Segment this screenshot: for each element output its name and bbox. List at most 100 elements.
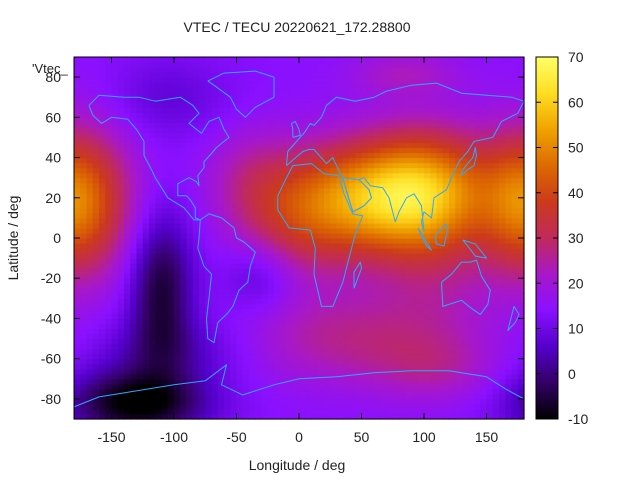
heatmap-cell	[136, 313, 144, 320]
heatmap-cell	[224, 137, 231, 144]
heatmap-cell	[380, 197, 388, 204]
heatmap-cell	[274, 107, 281, 113]
heatmap-cell	[324, 217, 331, 224]
heatmap-cell	[305, 283, 313, 289]
heatmap-cell	[417, 333, 425, 340]
heatmap-cell	[305, 182, 313, 189]
heatmap-cell	[249, 353, 256, 360]
heatmap-cell	[374, 253, 381, 259]
heatmap-cell	[105, 87, 113, 93]
heatmap-cell	[180, 207, 188, 214]
heatmap-cell	[211, 308, 219, 315]
heatmap-cell	[117, 137, 125, 144]
heatmap-cell	[467, 348, 475, 355]
heatmap-cell	[355, 373, 363, 380]
heatmap-cell	[411, 263, 419, 269]
heatmap-cell	[505, 403, 513, 410]
heatmap-cell	[486, 373, 494, 380]
heatmap-cell	[342, 283, 350, 289]
heatmap-cell	[505, 348, 513, 355]
heatmap-cell	[217, 373, 225, 380]
heatmap-cell	[467, 137, 475, 144]
heatmap-cell	[286, 67, 294, 73]
heatmap-cell	[280, 273, 288, 279]
heatmap-cell	[280, 353, 288, 360]
heatmap-cell	[274, 403, 281, 410]
heatmap-cell	[261, 373, 269, 380]
heatmap-cell	[211, 323, 219, 330]
heatmap-cell	[249, 288, 256, 294]
heatmap-cell	[424, 82, 431, 88]
heatmap-cell	[455, 157, 463, 164]
heatmap-cell	[361, 338, 369, 345]
heatmap-cell	[299, 127, 306, 134]
heatmap-cell	[349, 313, 356, 320]
heatmap-cell	[230, 192, 238, 199]
heatmap-cell	[149, 187, 156, 194]
heatmap-cell	[86, 283, 94, 289]
heatmap-cell	[224, 127, 231, 134]
heatmap-cell	[392, 127, 400, 134]
heatmap-cell	[299, 343, 306, 350]
heatmap-cell	[461, 147, 469, 154]
heatmap-cell	[142, 323, 150, 330]
heatmap-cell	[299, 167, 306, 174]
heatmap-cell	[174, 117, 181, 123]
heatmap-cell	[167, 202, 175, 209]
heatmap-cell	[355, 288, 363, 294]
heatmap-cell	[405, 338, 413, 345]
heatmap-cell	[149, 373, 156, 380]
heatmap-cell	[217, 328, 225, 335]
heatmap-cell	[442, 152, 450, 159]
heatmap-cell	[355, 192, 363, 199]
heatmap-cell	[461, 378, 469, 385]
heatmap-cell	[436, 152, 444, 159]
heatmap-cell	[449, 243, 456, 249]
heatmap-cell	[186, 102, 194, 108]
heatmap-cell	[86, 288, 94, 294]
heatmap-cell	[249, 197, 256, 204]
heatmap-cell	[480, 283, 488, 289]
heatmap-cell	[367, 373, 375, 380]
heatmap-cell	[486, 273, 494, 279]
heatmap-cell	[499, 177, 506, 184]
heatmap-cell	[255, 202, 263, 209]
heatmap-cell	[174, 388, 181, 395]
heatmap-cell	[374, 192, 381, 199]
heatmap-cell	[467, 263, 475, 269]
heatmap-cell	[342, 182, 350, 189]
heatmap-cell	[167, 232, 175, 239]
heatmap-cell	[399, 403, 406, 410]
heatmap-cell	[449, 353, 456, 360]
heatmap-cell	[267, 127, 275, 134]
heatmap-cell	[292, 217, 300, 224]
heatmap-cell	[449, 283, 456, 289]
heatmap-cell	[374, 172, 381, 179]
heatmap-cell	[317, 248, 325, 254]
heatmap-cell	[455, 368, 463, 375]
heatmap-cell	[80, 248, 88, 254]
heatmap-cell	[217, 378, 225, 385]
heatmap-cell	[342, 273, 350, 279]
heatmap-cell	[249, 72, 256, 78]
heatmap-cell	[324, 142, 331, 149]
heatmap-cell	[130, 127, 138, 134]
heatmap-cell	[267, 87, 275, 93]
heatmap-cell	[105, 293, 113, 299]
heatmap-cell	[261, 378, 269, 385]
heatmap-cell	[461, 142, 469, 149]
heatmap-cell	[192, 298, 200, 304]
heatmap-cell	[192, 67, 200, 73]
heatmap-cell	[92, 318, 100, 325]
heatmap-cell	[205, 273, 213, 279]
heatmap-cell	[249, 117, 256, 123]
heatmap-cell	[92, 232, 100, 239]
heatmap-cell	[330, 313, 338, 320]
heatmap-cell	[267, 177, 275, 184]
heatmap-cell	[342, 102, 350, 108]
heatmap-cell	[292, 363, 300, 370]
heatmap-cell	[455, 177, 463, 184]
heatmap-cell	[80, 57, 88, 63]
heatmap-cell	[261, 303, 269, 309]
heatmap-cell	[217, 177, 225, 184]
